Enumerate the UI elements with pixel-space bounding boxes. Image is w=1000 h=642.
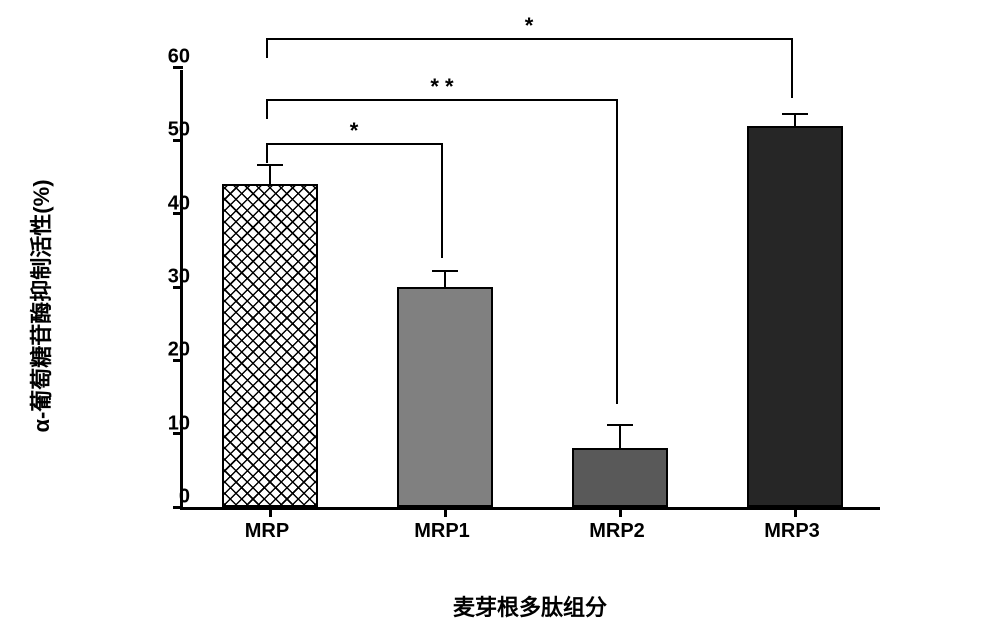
x-tick-label: MRP2 — [589, 520, 645, 543]
sig-label: * * — [430, 74, 453, 100]
x-tick — [619, 507, 622, 517]
sig-bracket-drop — [441, 143, 443, 258]
y-tick-label: 20 — [168, 339, 190, 362]
x-tick-label: MRP — [245, 520, 289, 543]
sig-label: * — [350, 118, 359, 144]
sig-label: * — [525, 13, 534, 39]
y-axis-title: α-葡萄糖苷酶抑制活性(%) — [24, 179, 56, 432]
error-bar — [619, 426, 621, 448]
sig-bracket-drop — [616, 99, 618, 404]
x-tick-label: MRP1 — [414, 520, 470, 543]
bar-mrp — [222, 184, 318, 507]
x-tick — [444, 507, 447, 517]
x-tick — [794, 507, 797, 517]
error-cap — [782, 113, 808, 115]
bar-mrp3 — [747, 126, 843, 507]
error-cap — [432, 270, 458, 272]
x-axis-title: 麦芽根多肽组分 — [453, 590, 607, 622]
error-cap — [257, 164, 283, 166]
error-bar — [444, 272, 446, 287]
y-tick-label: 60 — [168, 46, 190, 69]
bar-mrp1 — [397, 287, 493, 507]
plot-area — [180, 70, 880, 510]
sig-bracket-drop — [266, 143, 268, 163]
y-tick-label: 0 — [179, 486, 190, 509]
error-bar — [269, 166, 271, 184]
sig-bracket-drop — [266, 99, 268, 119]
x-tick — [269, 507, 272, 517]
x-tick-label: MRP3 — [764, 520, 820, 543]
y-tick-label: 30 — [168, 266, 190, 289]
error-bar — [794, 115, 796, 126]
sig-bracket-drop — [791, 38, 793, 98]
chart-container: 0 10 20 30 40 50 60 MRP MRP1 MRP2 MRP3 — [130, 70, 910, 560]
y-tick-label: 10 — [168, 412, 190, 435]
y-tick-label: 40 — [168, 192, 190, 215]
y-tick-label: 50 — [168, 119, 190, 142]
sig-bracket-drop — [266, 38, 268, 58]
bar-mrp2 — [572, 448, 668, 507]
error-cap — [607, 424, 633, 426]
